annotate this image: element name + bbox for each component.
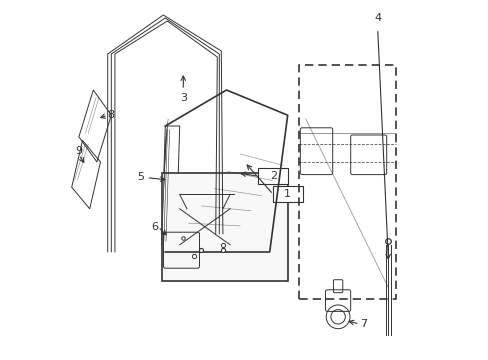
Text: 2: 2: [269, 171, 276, 181]
Text: 5: 5: [137, 172, 164, 182]
Text: 3: 3: [180, 76, 186, 103]
Text: 9: 9: [75, 146, 82, 156]
FancyBboxPatch shape: [272, 186, 302, 202]
FancyBboxPatch shape: [258, 168, 288, 184]
Text: 6: 6: [151, 222, 158, 232]
Text: 8: 8: [107, 110, 115, 120]
Bar: [162, 173, 287, 281]
Text: 1: 1: [284, 189, 291, 199]
Text: 4: 4: [373, 13, 381, 23]
Text: 7: 7: [359, 319, 366, 329]
